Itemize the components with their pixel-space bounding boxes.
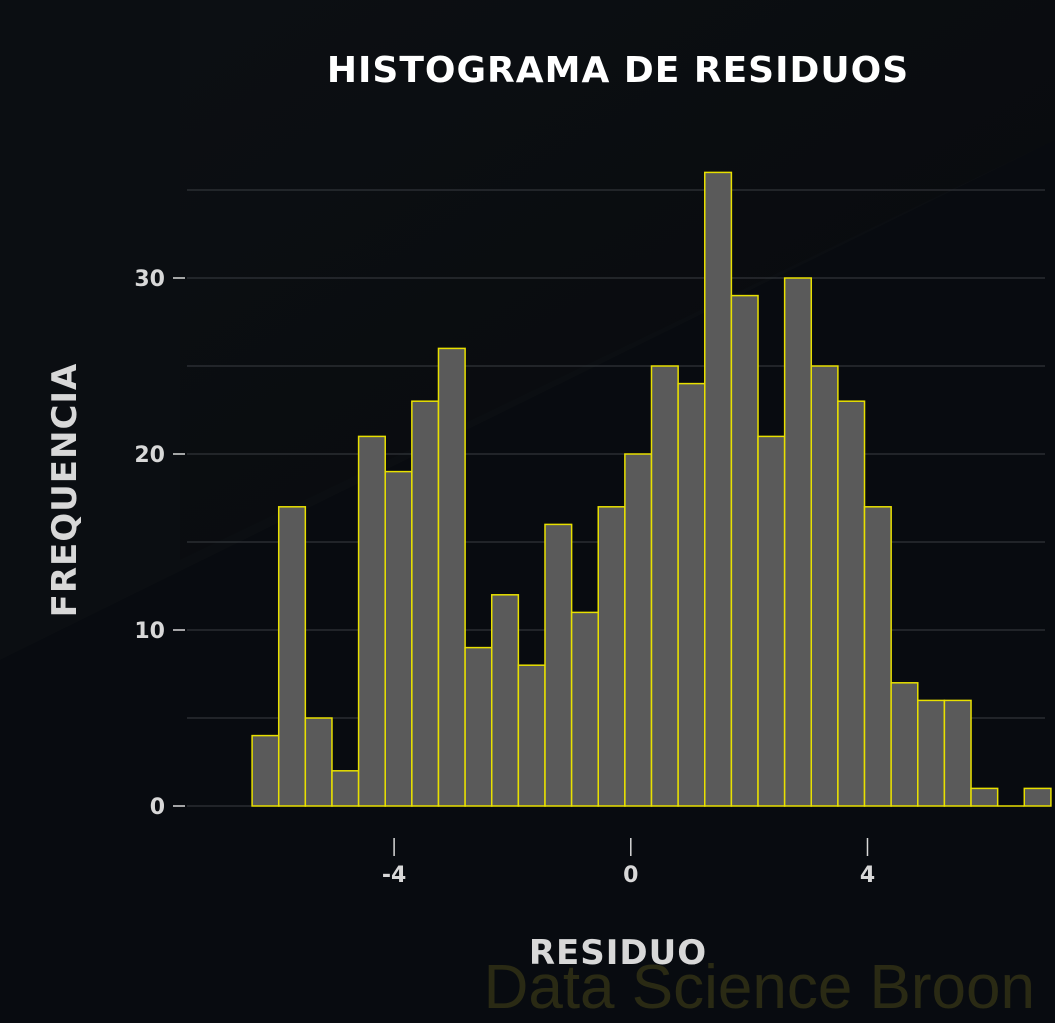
- histogram-bar: [331, 770, 360, 807]
- histogram-bar: [624, 453, 653, 807]
- histogram-bar: [1023, 787, 1052, 807]
- histogram-bar: [437, 347, 466, 807]
- x-tick-label: 4: [860, 863, 875, 888]
- histogram-bar: [597, 506, 626, 807]
- histogram-bar: [810, 365, 839, 807]
- histogram-bar: [570, 611, 599, 807]
- histogram-bar: [490, 594, 520, 807]
- histogram-bar: [304, 717, 333, 807]
- y-axis-label: FREQUENCIA: [45, 363, 85, 618]
- histogram-bars: [251, 171, 1052, 807]
- y-tick-label: 0: [150, 795, 165, 820]
- histogram-bar: [650, 365, 679, 807]
- histogram-bar: [863, 506, 892, 807]
- histogram-bar: [917, 699, 946, 807]
- x-tick-label: 0: [623, 863, 638, 888]
- histogram-bar: [464, 646, 493, 807]
- y-tick-label: 30: [134, 267, 165, 292]
- histogram-bar: [837, 400, 866, 807]
- histogram-bar: [251, 734, 280, 807]
- background-shade-inner: [180, 0, 1055, 560]
- axis-ticks: 0 10 20 30 -4 0 4: [134, 267, 875, 888]
- histogram-bar: [890, 682, 919, 807]
- histogram-bar: [730, 294, 759, 807]
- watermark-text: Data Science Broon: [484, 953, 1035, 1022]
- histogram-bar: [517, 664, 546, 807]
- histogram-bar: [677, 382, 706, 807]
- histogram-bar: [411, 400, 440, 807]
- chart-title: HISTOGRAMA DE RESIDUOS: [327, 50, 909, 91]
- histogram-bar: [277, 506, 307, 807]
- histogram-bar: [970, 787, 999, 807]
- histogram-bar: [783, 277, 813, 807]
- x-axis-label: RESIDUO: [529, 933, 707, 973]
- histogram-bar: [384, 470, 413, 807]
- x-tick-label: -4: [382, 863, 406, 888]
- y-tick-label: 20: [134, 443, 165, 468]
- histogram-bar: [757, 435, 786, 807]
- y-tick-label: 10: [134, 619, 165, 644]
- histogram-bar: [544, 523, 573, 807]
- histogram-bar: [943, 699, 972, 807]
- histogram-bar: [357, 435, 386, 807]
- histogram-bar: [704, 171, 733, 807]
